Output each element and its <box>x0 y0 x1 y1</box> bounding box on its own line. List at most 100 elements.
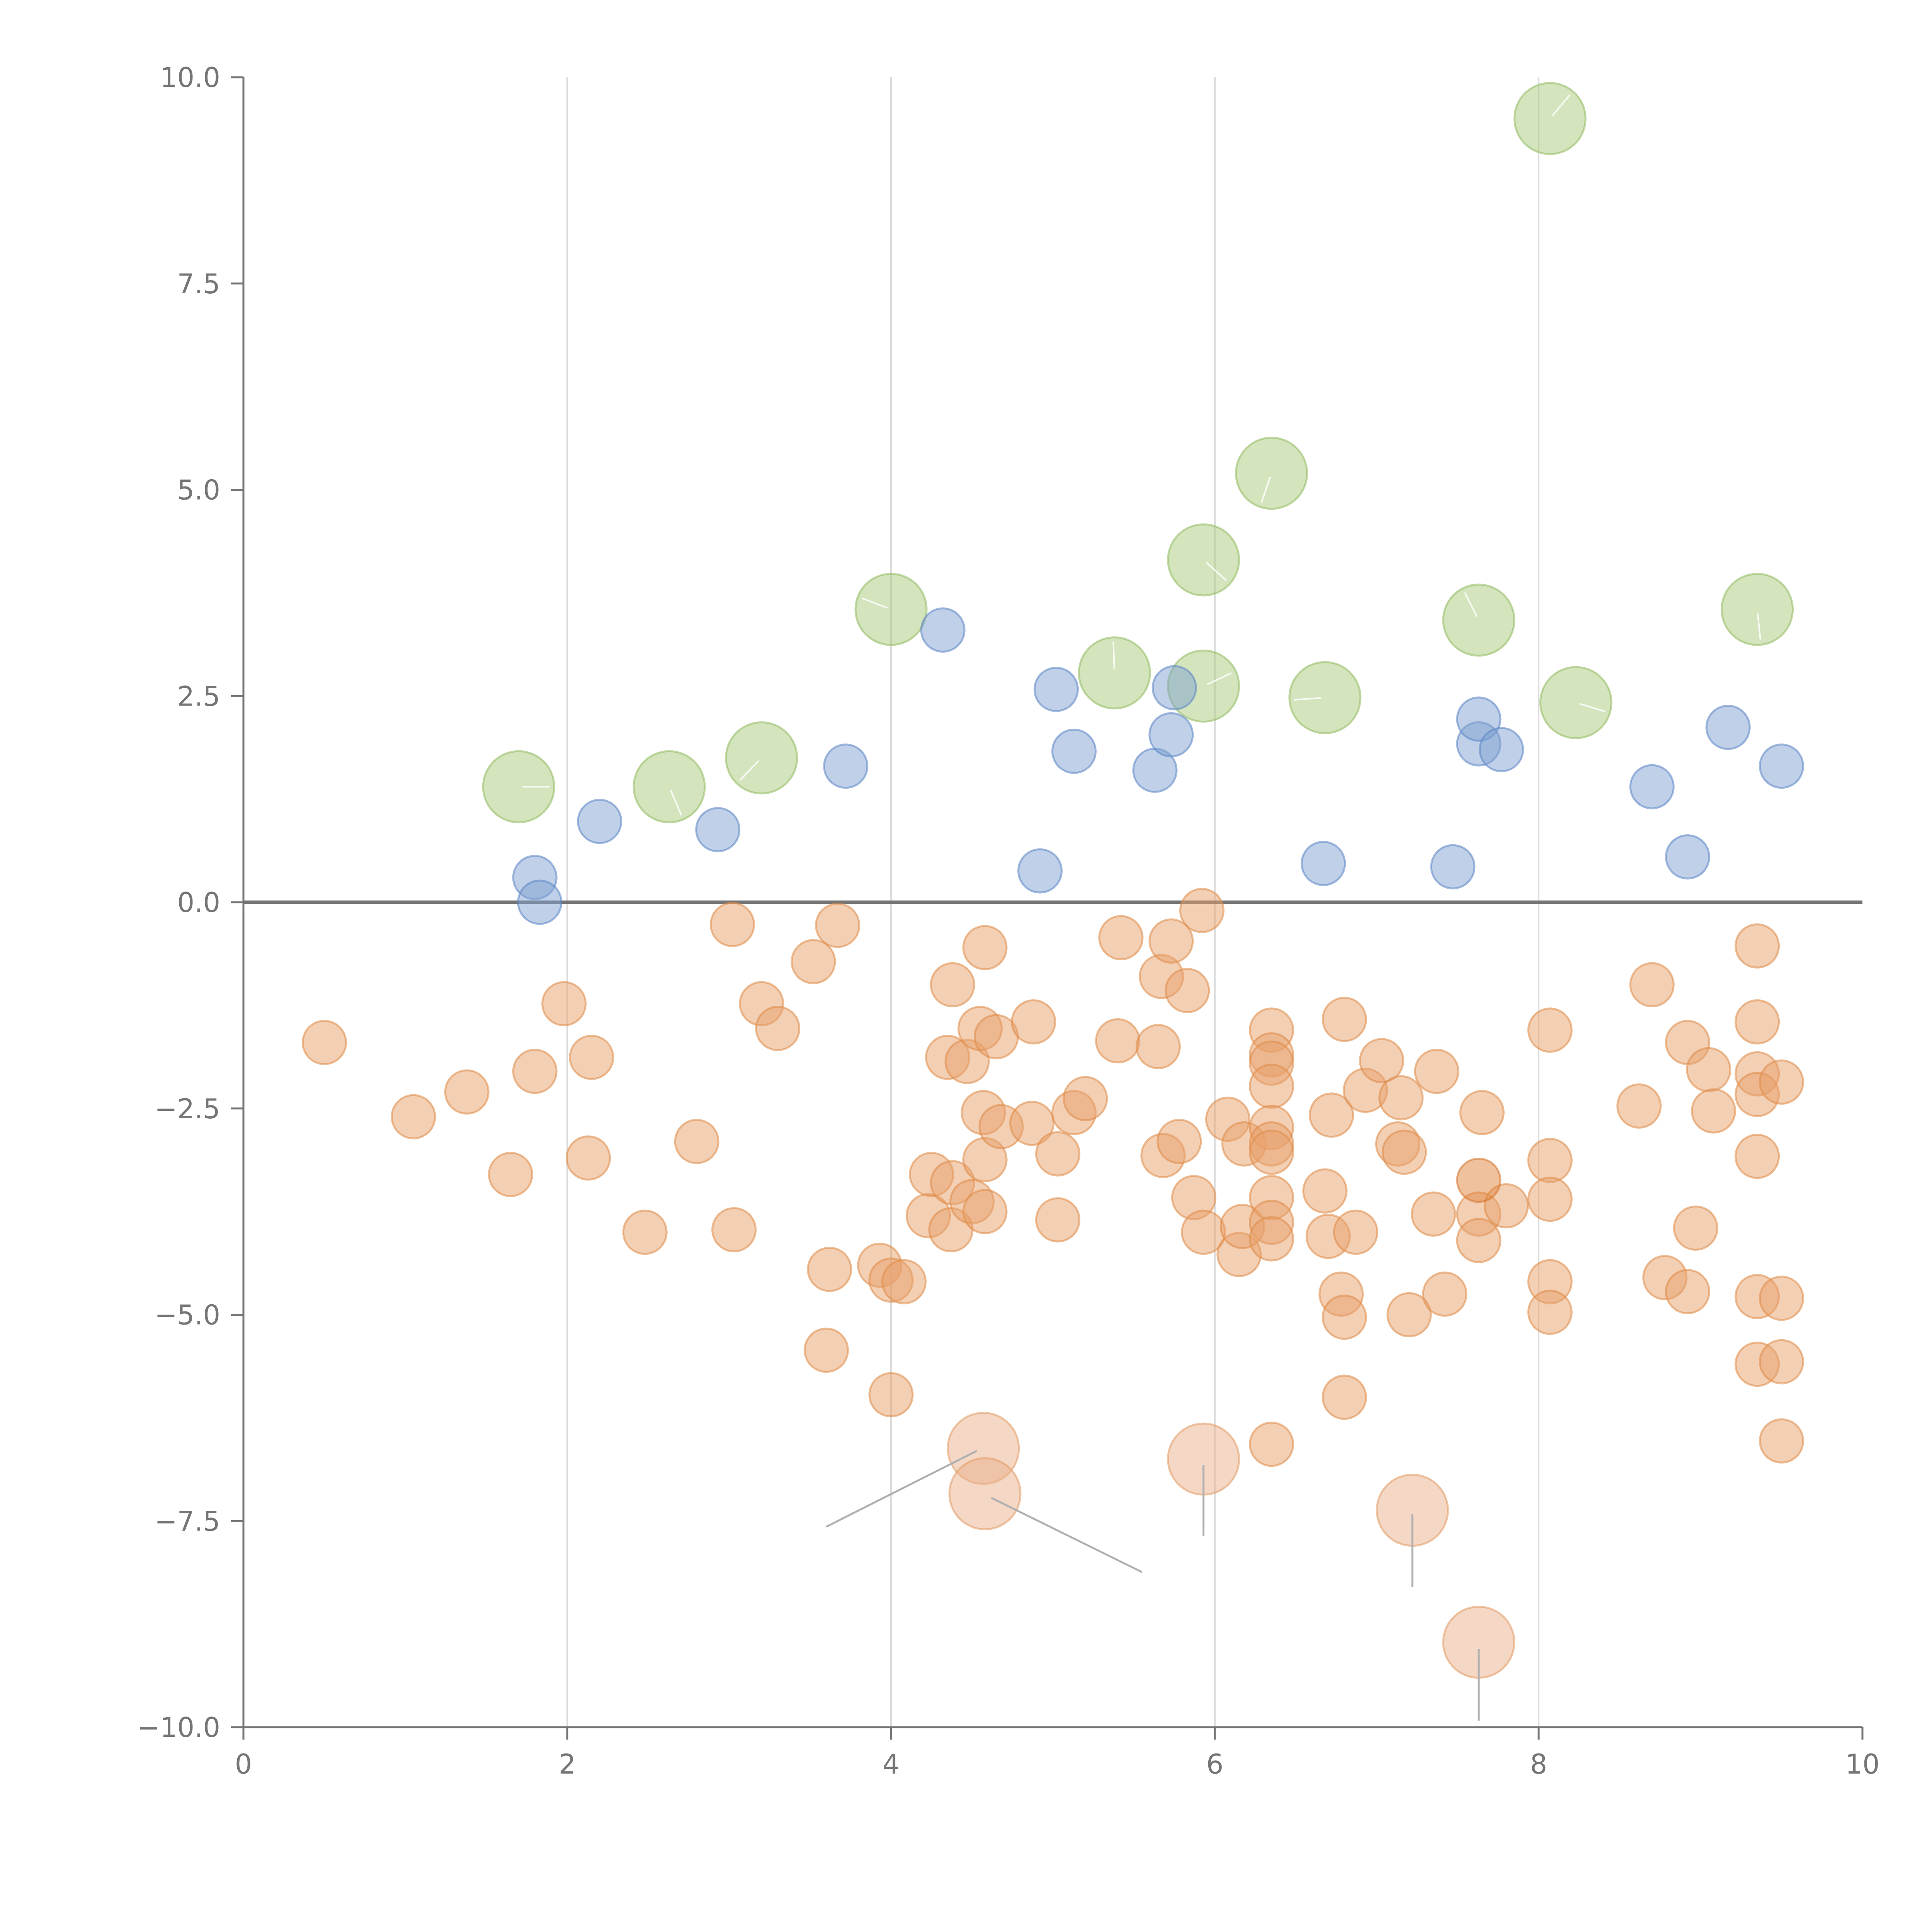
point-orange[interactable] <box>1735 999 1780 1045</box>
point-orange[interactable] <box>1735 1134 1780 1179</box>
point-orange[interactable] <box>1321 1294 1367 1340</box>
point-green[interactable] <box>1721 573 1794 646</box>
point-orange[interactable] <box>711 1207 757 1253</box>
point-green[interactable] <box>1442 583 1515 657</box>
point-orange[interactable] <box>565 1135 611 1181</box>
point-orange[interactable] <box>803 1327 849 1373</box>
point-blue[interactable] <box>1456 696 1502 742</box>
point-orange[interactable] <box>962 1189 1008 1235</box>
point-orange[interactable] <box>1665 1269 1710 1315</box>
point-green[interactable] <box>1288 661 1362 735</box>
point-orange[interactable] <box>1249 1216 1294 1262</box>
point-green[interactable] <box>1513 82 1587 155</box>
point-orange[interactable] <box>1527 1289 1573 1335</box>
point-orange[interactable] <box>1135 1024 1181 1070</box>
point-blue[interactable] <box>823 743 869 789</box>
point-orange[interactable] <box>1459 1090 1505 1135</box>
point-blue[interactable] <box>1705 704 1751 750</box>
point-orange[interactable] <box>622 1209 668 1255</box>
point-orange[interactable] <box>709 902 755 947</box>
point-orange[interactable] <box>815 903 861 948</box>
point-orange[interactable] <box>930 962 975 1007</box>
point-blue[interactable] <box>1017 848 1063 894</box>
point-orange[interactable] <box>302 1020 347 1065</box>
point-orange[interactable] <box>1422 1271 1468 1317</box>
point-blue[interactable] <box>1051 728 1097 774</box>
point-orange-large[interactable] <box>948 1457 1022 1531</box>
point-orange[interactable] <box>881 1259 927 1304</box>
point-orange[interactable] <box>1148 918 1194 964</box>
point-orange[interactable] <box>1527 1138 1573 1183</box>
point-blue[interactable] <box>1033 667 1079 712</box>
point-orange[interactable] <box>1759 1418 1804 1464</box>
point-orange[interactable] <box>1321 1374 1367 1420</box>
point-orange[interactable] <box>1009 1100 1055 1146</box>
point-orange[interactable] <box>1249 1129 1294 1175</box>
point-green[interactable] <box>725 721 798 794</box>
point-orange-highlight[interactable] <box>1456 1157 1502 1203</box>
point-blue[interactable] <box>1479 727 1524 772</box>
point-green[interactable] <box>633 750 706 823</box>
point-orange[interactable] <box>962 925 1008 970</box>
point-orange[interactable] <box>1249 1422 1294 1467</box>
point-orange[interactable] <box>569 1034 614 1080</box>
point-orange[interactable] <box>1309 1092 1354 1138</box>
point-orange[interactable] <box>1156 1119 1202 1164</box>
point-orange[interactable] <box>1691 1088 1736 1134</box>
point-blue[interactable] <box>1759 743 1804 789</box>
point-orange[interactable] <box>1527 1177 1573 1222</box>
point-orange[interactable] <box>488 1152 533 1197</box>
point-orange[interactable] <box>1386 1292 1432 1337</box>
point-blue[interactable] <box>1430 844 1476 889</box>
point-blue[interactable] <box>1148 712 1194 758</box>
point-orange[interactable] <box>1179 888 1225 933</box>
point-orange[interactable] <box>1759 1059 1804 1105</box>
point-blue[interactable] <box>1629 764 1675 810</box>
point-orange[interactable] <box>444 1069 490 1115</box>
point-green[interactable] <box>1235 437 1308 510</box>
point-orange[interactable] <box>674 1119 719 1164</box>
point-orange[interactable] <box>1321 997 1367 1042</box>
point-orange[interactable] <box>1759 1276 1804 1321</box>
point-blue[interactable] <box>517 879 563 925</box>
point-orange[interactable] <box>1686 1047 1731 1092</box>
point-orange[interactable] <box>1302 1168 1348 1214</box>
point-blue[interactable] <box>1665 834 1710 880</box>
point-blue[interactable] <box>920 607 966 653</box>
point-orange[interactable] <box>1673 1205 1718 1251</box>
point-orange[interactable] <box>1629 962 1675 1007</box>
point-orange[interactable] <box>1165 968 1210 1013</box>
point-orange[interactable] <box>1616 1083 1662 1129</box>
point-orange[interactable] <box>1381 1129 1427 1175</box>
point-orange[interactable] <box>755 1006 801 1051</box>
point-green[interactable] <box>1078 636 1151 709</box>
point-green[interactable] <box>854 573 928 646</box>
point-green[interactable] <box>1167 523 1240 597</box>
point-orange[interactable] <box>541 981 587 1027</box>
point-green[interactable] <box>1539 666 1612 739</box>
point-orange[interactable] <box>1249 1063 1294 1109</box>
point-orange[interactable] <box>1527 1007 1573 1053</box>
point-orange[interactable] <box>391 1094 436 1139</box>
point-blue[interactable] <box>1301 841 1346 886</box>
point-blue[interactable] <box>577 799 622 844</box>
point-green[interactable] <box>482 750 555 823</box>
point-blue[interactable] <box>1151 665 1197 711</box>
point-orange[interactable] <box>807 1247 852 1292</box>
point-orange[interactable] <box>1378 1075 1424 1121</box>
point-orange[interactable] <box>1098 915 1144 961</box>
point-orange[interactable] <box>1333 1209 1379 1255</box>
point-orange[interactable] <box>1411 1191 1456 1237</box>
point-orange[interactable] <box>1456 1218 1502 1263</box>
point-orange[interactable] <box>1035 1197 1081 1243</box>
point-orange[interactable] <box>1095 1018 1141 1064</box>
point-orange[interactable] <box>1063 1076 1108 1121</box>
point-orange[interactable] <box>1011 999 1056 1045</box>
point-orange[interactable] <box>1759 1339 1804 1384</box>
point-orange[interactable] <box>1035 1131 1081 1177</box>
point-orange[interactable] <box>512 1049 558 1094</box>
point-blue[interactable] <box>695 807 741 852</box>
point-orange[interactable] <box>868 1372 914 1418</box>
point-orange[interactable] <box>1414 1049 1459 1094</box>
point-orange[interactable] <box>1359 1038 1405 1083</box>
